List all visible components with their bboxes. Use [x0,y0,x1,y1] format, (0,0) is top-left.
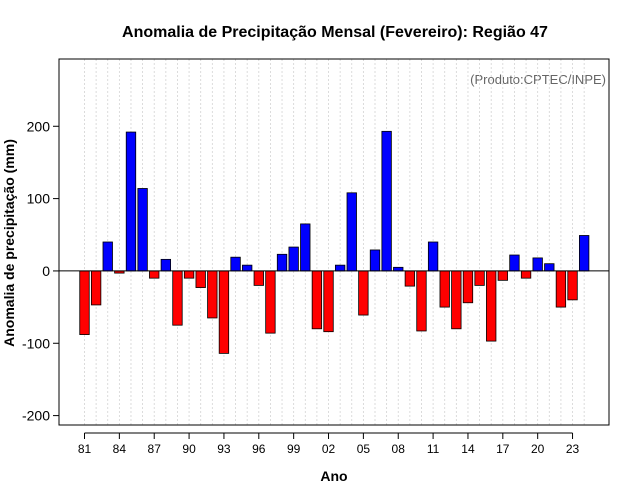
bar-1982 [90,270,102,306]
credit-label: (Produto:CPTEC/INPE) [470,72,606,87]
x-tick-label-13: 20 [531,442,545,456]
x-tick-label-11: 14 [461,442,475,456]
bar-2010 [416,270,427,332]
x-tick-label-0: 81 [78,442,92,456]
bar-2006 [369,249,381,272]
grid-lines [84,59,585,425]
bar-2020 [532,257,543,272]
bar-1985 [125,131,137,272]
bar-1989 [172,270,183,326]
bar-2014 [462,270,474,304]
bar-2012 [439,270,450,308]
bar-2005 [358,270,369,316]
x-tick-label-14: 23 [566,442,580,456]
y-axis-title: Anomalia de precipitação (mm) [1,139,17,347]
bar-1997 [265,270,276,334]
bar-1992 [207,270,218,319]
bar-1983 [102,241,113,272]
bar-2002 [323,270,334,333]
x-tick-label-1: 84 [113,442,127,456]
x-tick-label-12: 17 [496,442,510,456]
x-axis: 81 84 87 90 93 96 99 02 05 08 11 14 17 20 23 [78,432,580,456]
bar-1991 [195,270,206,288]
y-axis: -200 -100 0 100 200 [22,118,59,424]
bar-2013 [451,270,462,330]
bar-1986 [137,188,148,272]
bar-2022 [555,270,567,308]
y-tick-label-0: -200 [22,408,50,424]
y-tick-label-2: 0 [42,263,50,279]
bar-2023 [567,270,578,301]
x-tick-label-3: 90 [182,442,196,456]
x-tick-label-10: 11 [427,442,440,456]
plot-area-frame [58,58,610,426]
bars [79,130,590,354]
bar-2009 [404,270,416,287]
bar-1981 [79,270,90,335]
x-tick-label-9: 08 [392,442,406,456]
bar-2011 [427,241,439,272]
x-tick-label-2: 87 [148,442,162,456]
bar-2001 [311,270,323,330]
bar-1988 [160,258,171,272]
bar-1999 [288,246,299,272]
bar-2008 [393,266,404,272]
bar-2024 [579,235,590,272]
bar-2003 [334,264,346,272]
chart-title: Anomalia de Precipitação Mensal (Feverei… [122,24,548,41]
y-tick-label-4: 200 [27,118,51,134]
bar-1990 [183,270,195,279]
bar-1996 [253,270,264,286]
bar-1987 [149,270,160,279]
x-tick-label-8: 05 [357,442,371,456]
bar-2019 [520,270,532,279]
x-axis-title: Ano [320,468,347,484]
x-tick-label-5: 96 [252,442,266,456]
bar-1994 [230,256,241,272]
bar-1995 [242,264,253,272]
x-tick-label-4: 93 [217,442,231,456]
x-tick-label-6: 99 [287,442,301,456]
y-tick-label-3: 100 [27,191,51,207]
bar-1993 [218,270,230,354]
bar-2017 [497,270,508,281]
bar-2015 [474,270,485,286]
x-tick-label-7: 02 [322,442,336,456]
y-tick-label-1: -100 [22,335,50,351]
bar-2000 [300,223,311,272]
bar-2018 [509,254,520,272]
bar-2004 [346,192,357,272]
bar-1998 [276,253,288,272]
bar-2016 [486,270,497,342]
bar-2007 [381,130,392,272]
bar-2021 [544,263,555,272]
